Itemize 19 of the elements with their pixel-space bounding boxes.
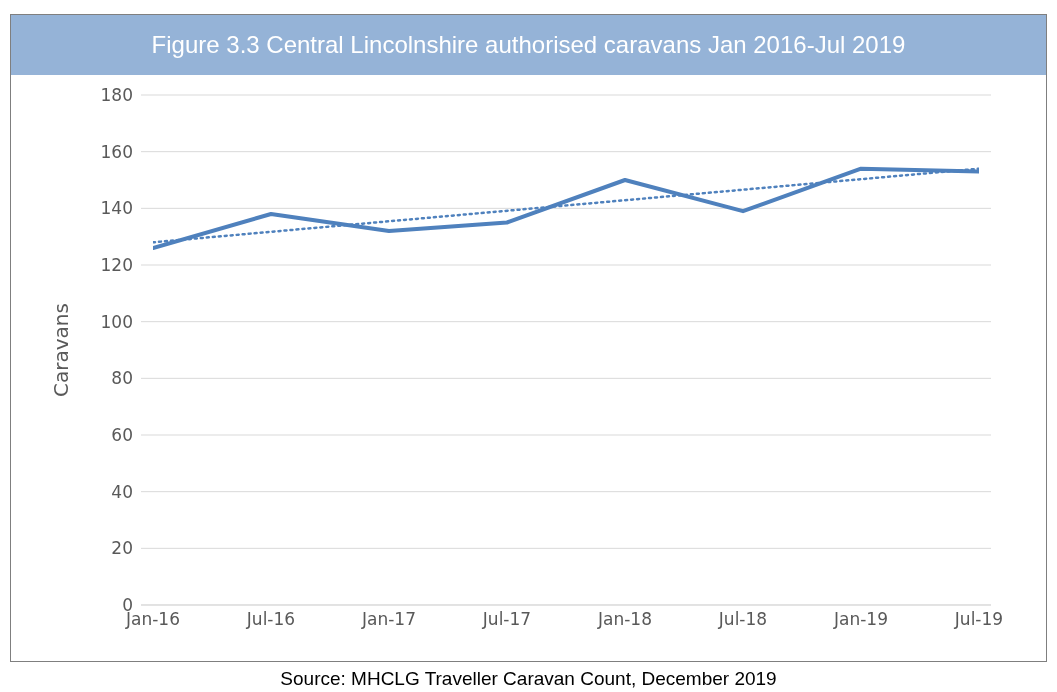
y-tick-label: 100 [100,311,133,332]
x-tick-label: Jan-18 [597,609,652,630]
source-note: Source: MHCLG Traveller Caravan Count, December 2019 [279,668,778,690]
y-tick-label: 160 [100,141,133,162]
y-tick-label: 40 [111,481,133,502]
x-tick-label: Jul-18 [717,609,768,630]
x-tick-label: Jul-16 [245,609,296,630]
y-tick-label: 120 [100,255,133,276]
y-tick-label: 180 [100,85,133,106]
chart-title: Figure 3.3 Central Lincolnshire authorised caravans Jan 2016-Jul 2019 [11,15,1046,75]
x-tick-label: Jan-17 [361,609,416,630]
y-tick-label: 80 [111,368,133,389]
y-tick-label: 20 [111,538,133,559]
y-tick-label: 60 [111,425,133,446]
x-tick-label: Jul-19 [953,609,1004,630]
y-tick-label: 140 [100,198,133,219]
x-tick-label: Jan-19 [833,609,888,630]
y-axis-title: Caravans [49,303,74,397]
x-tick-label: Jul-17 [481,609,532,630]
